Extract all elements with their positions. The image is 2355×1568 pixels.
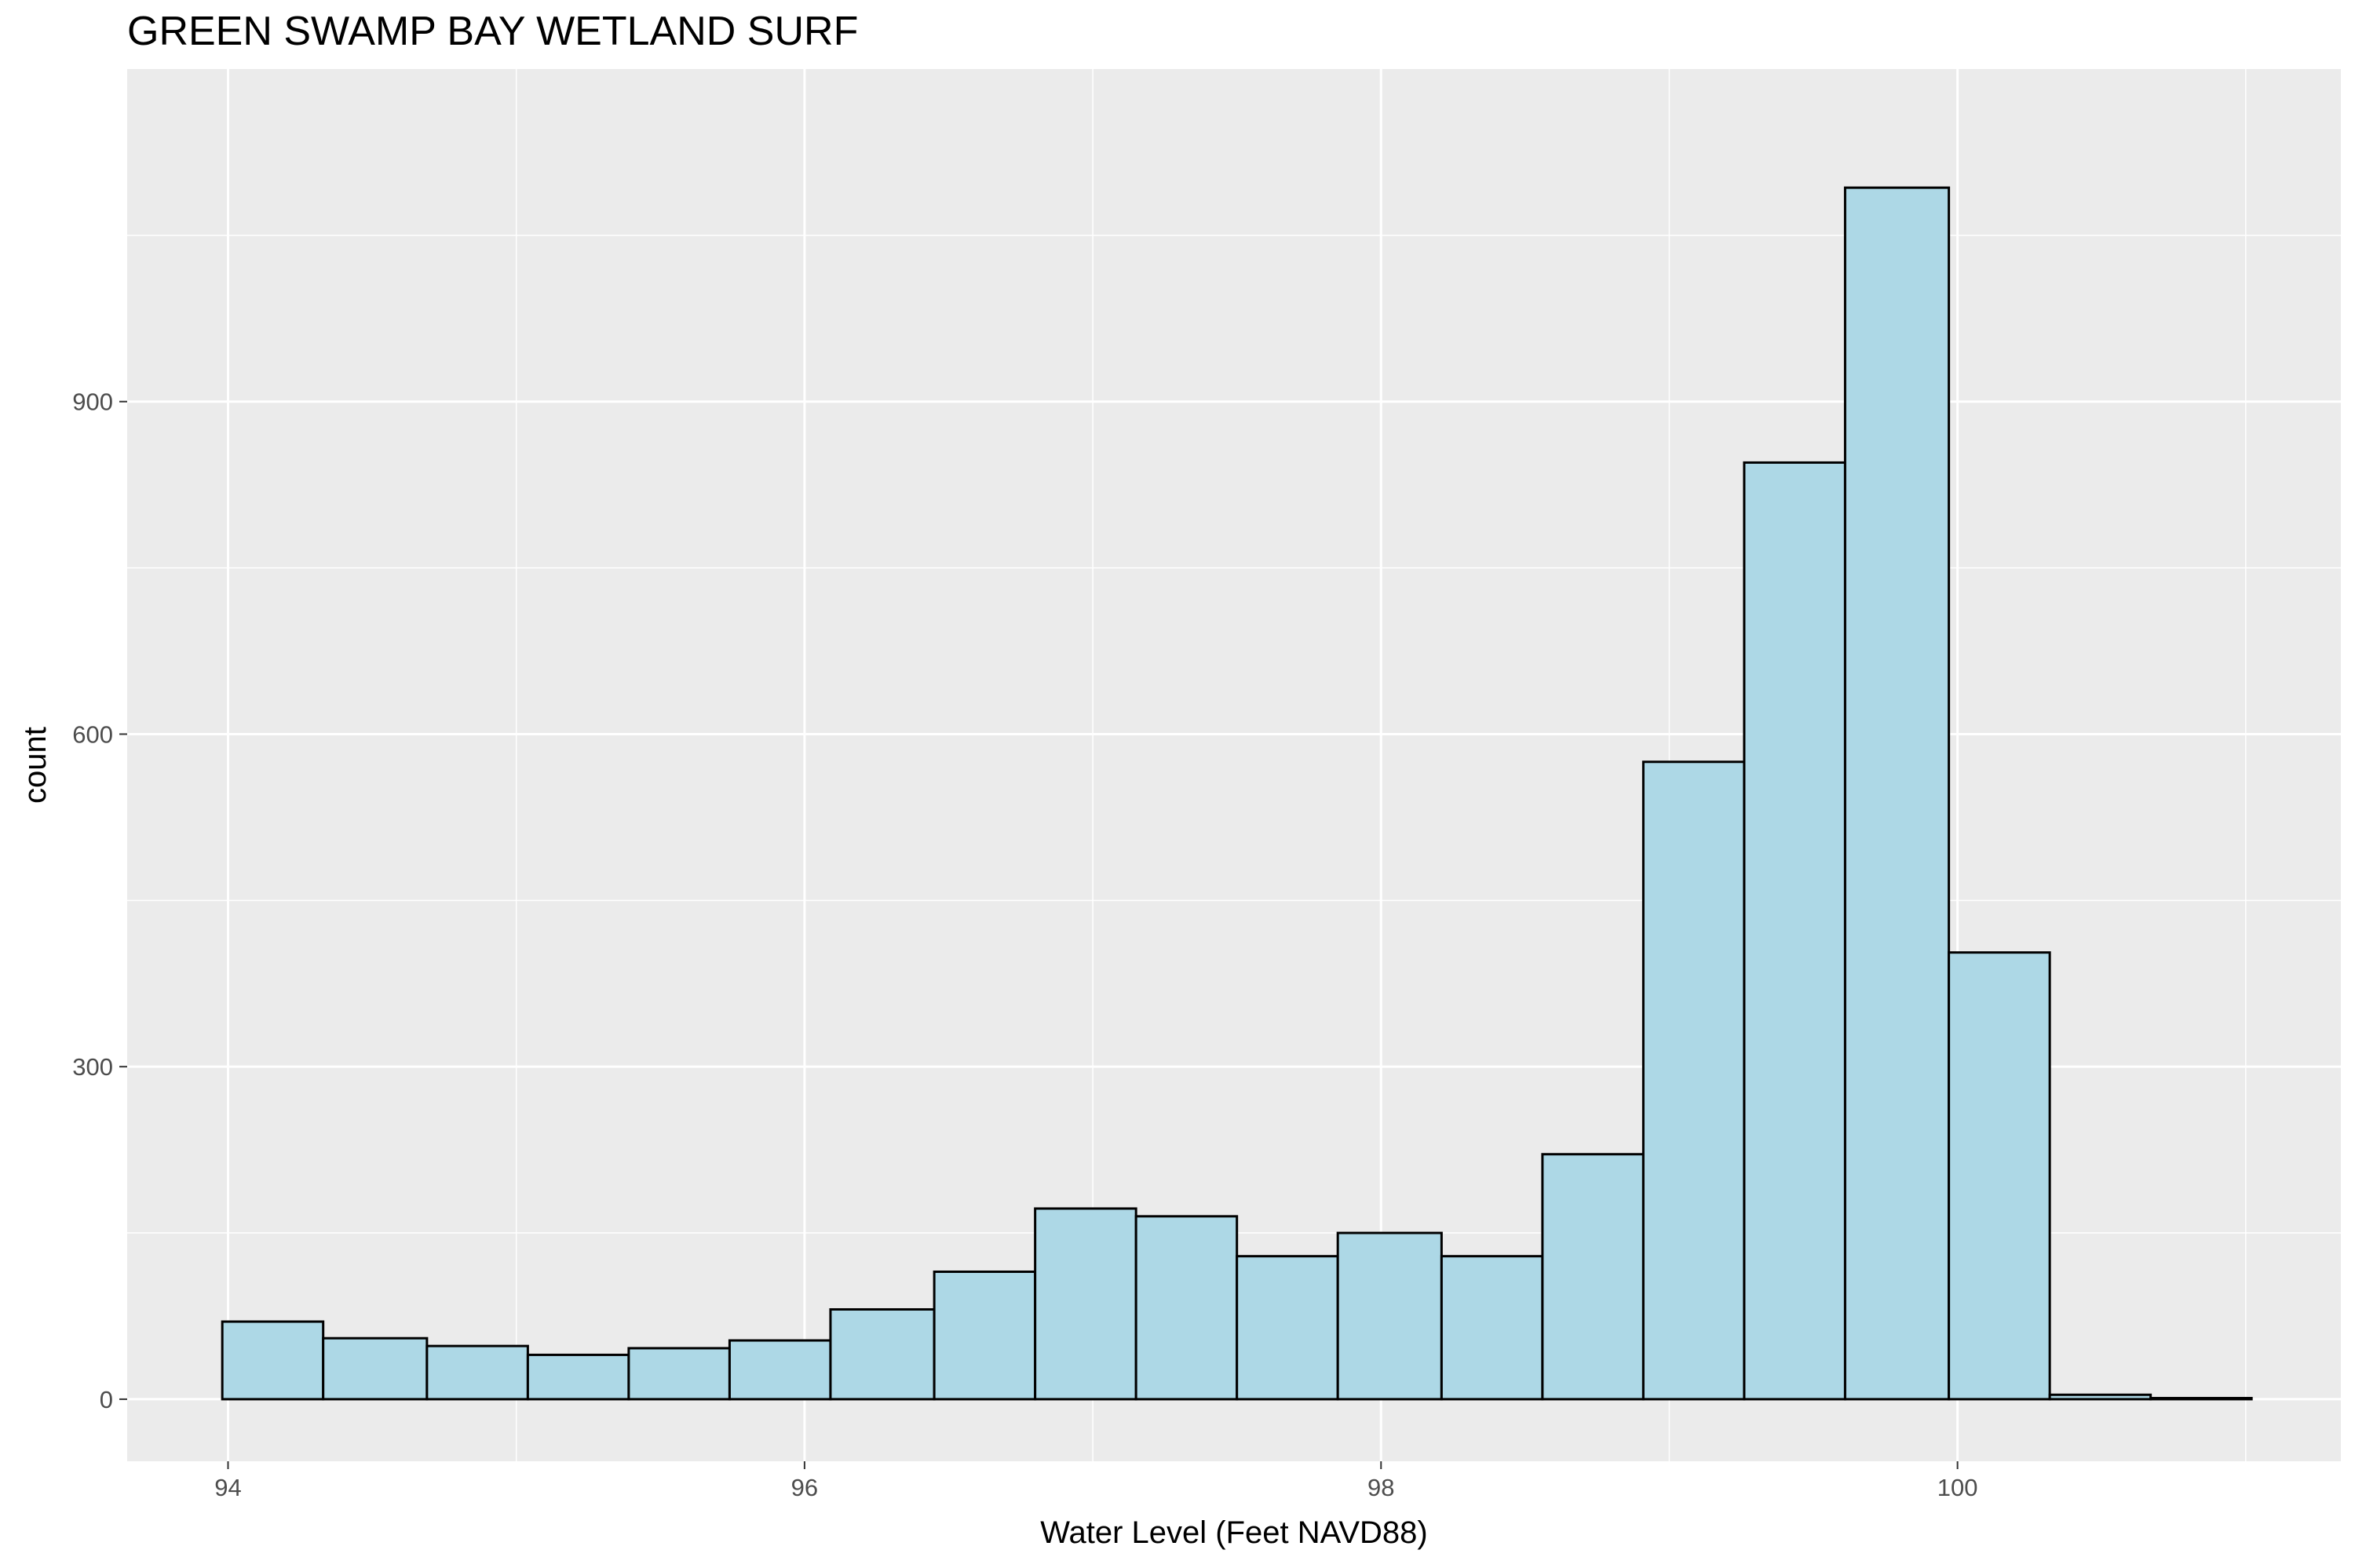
histogram-bar-5 (627, 1347, 731, 1401)
histogram-bar-14 (1541, 1153, 1645, 1401)
histogram-bar-4 (526, 1353, 630, 1401)
histogram-bar-15 (1641, 760, 1746, 1401)
x-tick-label: 96 (791, 1474, 818, 1501)
axis-tick-labels: 94 96 98 100 0 300 600 900 (72, 388, 1977, 1501)
x-tick-label: 98 (1367, 1474, 1394, 1501)
histogram-bar-18 (1948, 951, 2051, 1401)
y-tick-label: 0 (100, 1386, 113, 1413)
chart-title: GREEN SWAMP BAY WETLAND SURF (127, 9, 859, 54)
histogram-bar-3 (425, 1344, 529, 1401)
histogram-bar-8 (933, 1270, 1037, 1401)
histogram-bar-17 (1843, 186, 1951, 1401)
y-tick-label: 300 (72, 1053, 113, 1081)
y-tick-label: 600 (72, 720, 113, 748)
histogram-bar-7 (829, 1307, 936, 1401)
y-tick-label: 900 (72, 388, 113, 416)
x-axis-title: Water Level (Feet NAVD88) (1040, 1515, 1428, 1550)
x-tick-label: 94 (214, 1474, 241, 1501)
histogram-bar-13 (1440, 1255, 1544, 1401)
histogram-bar-1 (221, 1320, 325, 1401)
histogram-bar-12 (1336, 1231, 1443, 1401)
histogram-bar-2 (322, 1336, 429, 1401)
histogram-bar-9 (1034, 1207, 1137, 1401)
histogram-bar-16 (1743, 461, 1846, 1401)
histogram-bars (221, 186, 2253, 1401)
histogram-bar-10 (1134, 1215, 1239, 1401)
histogram-bar-19 (2048, 1393, 2152, 1401)
y-axis-title: count (18, 727, 53, 804)
axis-ticks (119, 400, 1959, 1469)
histogram-bar-6 (728, 1339, 832, 1401)
x-tick-label: 100 (1937, 1474, 1978, 1501)
histogram-bar-11 (1236, 1255, 1339, 1401)
